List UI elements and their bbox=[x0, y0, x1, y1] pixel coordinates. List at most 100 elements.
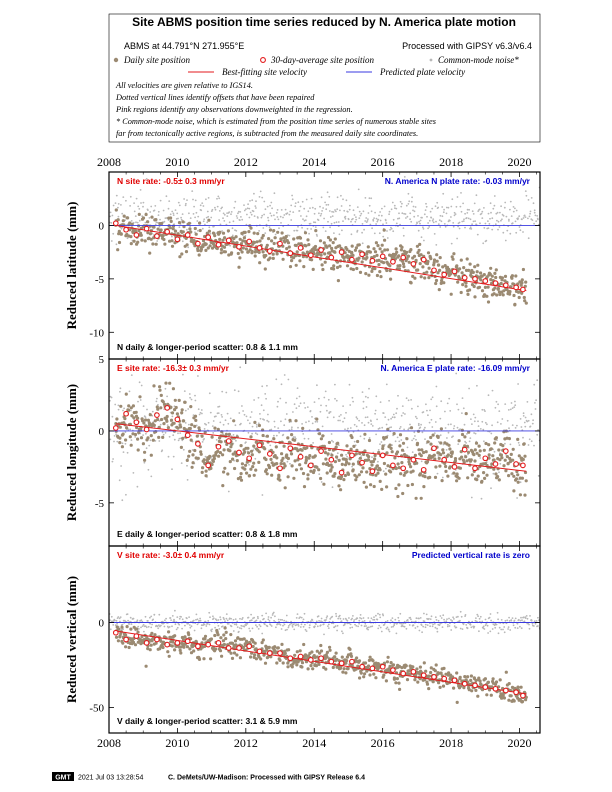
common-mode-point bbox=[499, 211, 501, 214]
common-mode-point bbox=[432, 623, 434, 626]
common-mode-point bbox=[223, 213, 226, 216]
common-mode-point bbox=[417, 229, 420, 232]
common-mode-point bbox=[427, 414, 429, 417]
daily-position-point bbox=[271, 256, 275, 260]
daily-position-point bbox=[442, 666, 446, 671]
common-mode-point bbox=[112, 232, 115, 235]
common-mode-point bbox=[267, 219, 270, 222]
common-mode-point bbox=[395, 412, 398, 415]
daily-position-point bbox=[385, 268, 389, 273]
common-mode-point bbox=[137, 205, 140, 208]
common-mode-point bbox=[419, 426, 422, 429]
daily-position-point bbox=[385, 660, 389, 664]
daily-position-point bbox=[448, 272, 453, 276]
common-mode-point bbox=[331, 210, 333, 213]
common-mode-point bbox=[304, 219, 307, 222]
daily-position-point bbox=[121, 432, 125, 436]
daily-position-point bbox=[311, 267, 315, 271]
daily-position-point bbox=[246, 446, 250, 450]
daily-position-point bbox=[473, 295, 477, 299]
daily-position-point bbox=[407, 669, 411, 673]
common-mode-point bbox=[446, 618, 448, 620]
common-mode-point bbox=[467, 453, 469, 456]
daily-position-point bbox=[183, 400, 187, 404]
common-mode-point bbox=[493, 204, 496, 207]
common-mode-point bbox=[351, 396, 354, 399]
common-mode-point bbox=[203, 428, 206, 430]
daily-position-point bbox=[477, 453, 481, 457]
common-mode-point bbox=[379, 626, 382, 629]
common-mode-point bbox=[172, 434, 175, 437]
daily-position-point bbox=[243, 643, 247, 648]
common-mode-point bbox=[180, 216, 183, 219]
avg-position-point bbox=[482, 455, 489, 462]
daily-position-point bbox=[517, 290, 522, 294]
common-mode-point bbox=[130, 374, 133, 376]
common-mode-point bbox=[468, 208, 470, 211]
daily-position-point bbox=[252, 473, 256, 477]
common-mode-point bbox=[267, 420, 270, 423]
daily-position-point bbox=[328, 648, 332, 652]
daily-position-point bbox=[417, 448, 421, 452]
avg-position-point bbox=[379, 452, 386, 459]
common-mode-point bbox=[251, 432, 254, 435]
common-mode-point bbox=[410, 200, 413, 203]
common-mode-point bbox=[430, 216, 433, 219]
daily-position-point bbox=[261, 233, 265, 238]
common-mode-point bbox=[506, 419, 509, 422]
common-mode-point bbox=[433, 622, 436, 625]
avg-position-point bbox=[195, 240, 201, 247]
daily-position-point bbox=[395, 450, 400, 454]
avg-position-point bbox=[246, 643, 253, 650]
common-mode-point bbox=[365, 217, 368, 219]
daily-position-point bbox=[409, 465, 413, 469]
common-mode-point bbox=[144, 221, 147, 224]
common-mode-point bbox=[457, 615, 459, 618]
common-mode-point bbox=[437, 441, 440, 443]
daily-position-point bbox=[394, 681, 398, 685]
common-mode-point bbox=[494, 223, 497, 226]
daily-position-point bbox=[387, 667, 391, 671]
common-mode-point bbox=[399, 622, 402, 625]
common-mode-point bbox=[363, 437, 366, 440]
common-mode-point bbox=[219, 616, 222, 618]
common-mode-point bbox=[317, 219, 320, 222]
common-mode-point bbox=[416, 417, 418, 420]
common-mode-point bbox=[388, 213, 390, 216]
common-mode-point bbox=[374, 409, 377, 412]
daily-position-point bbox=[497, 290, 501, 294]
common-mode-point bbox=[332, 416, 335, 419]
daily-position-point bbox=[269, 655, 273, 659]
common-mode-point bbox=[516, 424, 518, 427]
common-mode-point bbox=[258, 230, 260, 232]
common-mode-point bbox=[320, 404, 322, 407]
common-mode-point bbox=[468, 387, 470, 390]
daily-position-point bbox=[422, 661, 426, 665]
daily-position-point bbox=[136, 630, 140, 634]
common-mode-point bbox=[375, 614, 377, 617]
common-mode-point bbox=[316, 235, 318, 237]
common-mode-point bbox=[380, 214, 383, 217]
daily-position-point bbox=[377, 450, 381, 455]
daily-position-point bbox=[216, 633, 220, 637]
avg-position-point bbox=[359, 663, 365, 670]
daily-position-point bbox=[388, 269, 392, 273]
daily-position-point bbox=[249, 467, 253, 471]
daily-position-point bbox=[357, 243, 361, 247]
daily-position-point bbox=[394, 247, 398, 251]
daily-position-point bbox=[249, 226, 253, 230]
daily-position-point bbox=[263, 661, 268, 665]
common-mode-point bbox=[137, 400, 139, 403]
common-mode-point bbox=[390, 227, 393, 230]
y-tick-label: 0 bbox=[99, 618, 105, 630]
site-rate-label: E site rate: -16.3± 0.3 mm/yr bbox=[117, 363, 230, 373]
common-mode-point bbox=[529, 615, 531, 617]
daily-position-point bbox=[231, 457, 235, 461]
common-mode-point bbox=[141, 625, 144, 627]
common-mode-point bbox=[407, 428, 410, 431]
common-mode-point bbox=[341, 229, 343, 232]
common-mode-point bbox=[445, 620, 448, 623]
common-mode-point bbox=[483, 440, 485, 443]
common-mode-point bbox=[455, 626, 458, 629]
common-mode-point bbox=[457, 225, 459, 228]
